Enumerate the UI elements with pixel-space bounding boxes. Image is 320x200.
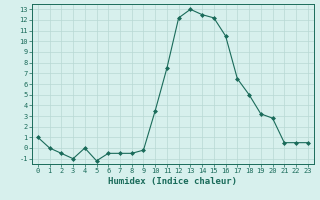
X-axis label: Humidex (Indice chaleur): Humidex (Indice chaleur): [108, 177, 237, 186]
